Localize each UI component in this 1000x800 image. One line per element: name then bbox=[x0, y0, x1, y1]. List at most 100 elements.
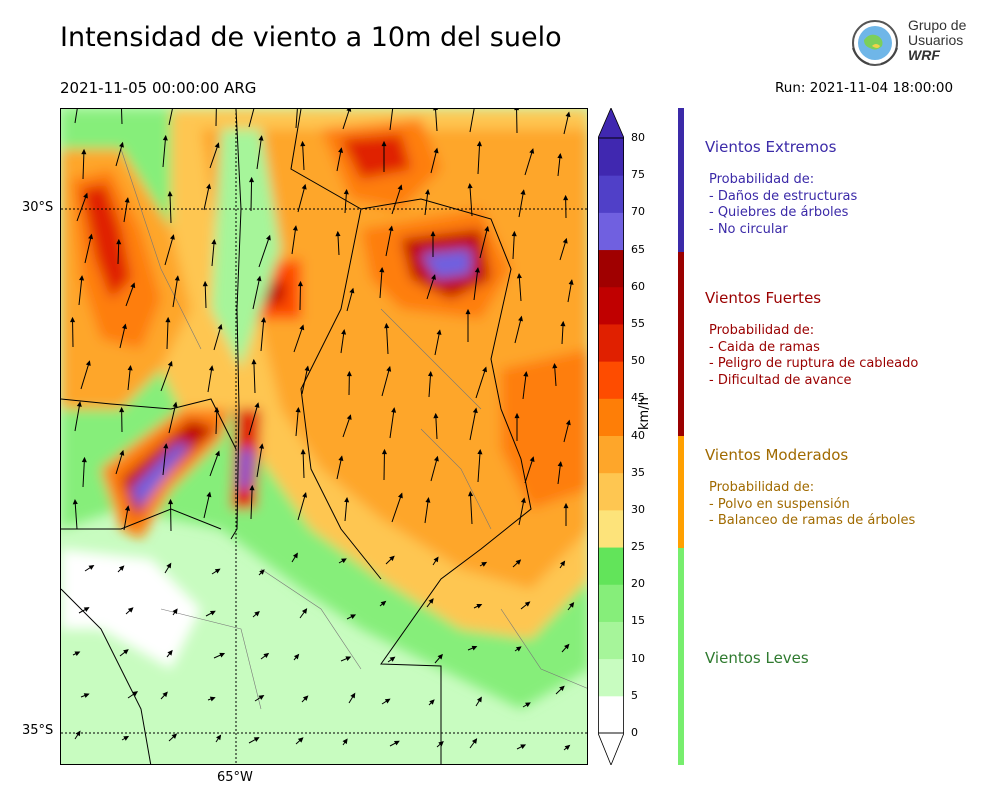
wind-arrow-head bbox=[474, 267, 480, 273]
wind-arrow-head bbox=[206, 183, 212, 190]
colorbar-segment bbox=[598, 584, 624, 622]
category-line: - Balanceo de ramas de árboles bbox=[709, 513, 916, 528]
wind-arrow-head bbox=[564, 744, 571, 751]
colorbar-tick-label: 50 bbox=[631, 354, 645, 368]
wind-arrow-head bbox=[345, 656, 352, 662]
colorbar-segment bbox=[598, 472, 624, 511]
wind-arrow-head bbox=[482, 366, 487, 373]
wind-arrow-head bbox=[433, 109, 439, 111]
wind-arrow-head bbox=[393, 740, 400, 746]
wind-field-map bbox=[61, 109, 587, 764]
wind-arrow-head bbox=[299, 324, 305, 331]
colorbar-tick-label: 35 bbox=[631, 465, 645, 479]
wind-arrow-head bbox=[259, 569, 265, 575]
wind-arrow-head bbox=[127, 364, 133, 371]
wind-arrow-head bbox=[476, 604, 483, 609]
wind-arrow-head bbox=[254, 402, 260, 408]
wind-arrow bbox=[248, 109, 255, 128]
wind-arrow-head bbox=[209, 610, 216, 616]
logo-line-3: WRF bbox=[908, 47, 940, 63]
wind-arrow-head bbox=[300, 140, 306, 147]
wind-arrow bbox=[120, 109, 123, 125]
wind-arrow bbox=[207, 366, 213, 393]
wind-arrow-head bbox=[429, 699, 435, 705]
wind-arrow bbox=[469, 491, 473, 525]
wind-arrow-head bbox=[380, 600, 387, 607]
wind-arrow-head bbox=[74, 651, 81, 657]
category-line: - Quiebres de árboles bbox=[709, 205, 849, 220]
wind-arrow-head bbox=[119, 449, 125, 456]
wind-arrow-head bbox=[123, 735, 130, 741]
category-line: - Caida de ramas bbox=[709, 339, 820, 355]
wind-arrow-head bbox=[467, 182, 473, 189]
wind-arrow bbox=[302, 449, 305, 479]
wind-arrow-head bbox=[249, 484, 255, 491]
wind-arrow bbox=[469, 109, 475, 133]
lat-label-35s: 35°S bbox=[22, 723, 54, 738]
wind-arrow-head bbox=[433, 556, 439, 563]
wind-arrow bbox=[383, 449, 385, 481]
colorbar-segment bbox=[598, 435, 624, 474]
wind-arrow bbox=[391, 185, 402, 215]
wind-arrow-head bbox=[563, 194, 569, 201]
wind-arrow-head bbox=[118, 565, 125, 571]
category-line: - No circular bbox=[709, 221, 788, 237]
wind-arrow bbox=[291, 226, 297, 255]
wind-arrow-head bbox=[168, 498, 174, 505]
wind-arrow-head bbox=[476, 696, 482, 703]
wind-arrow-head bbox=[437, 653, 443, 660]
colorbar-segment bbox=[598, 398, 624, 436]
wind-arrow-head bbox=[83, 607, 90, 612]
wind-arrow bbox=[301, 366, 309, 395]
wind-arrow-head bbox=[379, 266, 385, 273]
colorbar-segment bbox=[598, 249, 624, 288]
wind-arrow-head bbox=[343, 188, 349, 195]
colorbar-tick-label: 25 bbox=[631, 540, 645, 554]
wind-arrow-head bbox=[248, 176, 255, 183]
wind-arrow bbox=[213, 324, 222, 351]
wind-arrow-head bbox=[162, 134, 168, 141]
wind-arrow-head bbox=[341, 329, 347, 335]
wind-arrow-head bbox=[258, 694, 265, 700]
wind-arrow-head bbox=[214, 568, 221, 574]
wind-arrow-head bbox=[342, 738, 348, 745]
wind-arrow-head bbox=[167, 360, 173, 367]
wind-arrow bbox=[250, 177, 253, 212]
wind-arrow bbox=[434, 109, 438, 132]
wind-arrow bbox=[76, 193, 88, 222]
wind-arrow bbox=[80, 361, 90, 390]
colorbar-segment bbox=[598, 175, 624, 213]
wind-arrow bbox=[170, 499, 172, 532]
wind-arrow-head bbox=[384, 698, 391, 704]
wind-arrow bbox=[74, 500, 78, 530]
wind-arrow-head bbox=[216, 734, 222, 741]
wind-arrow bbox=[203, 184, 210, 211]
wind-arrow-head bbox=[389, 555, 395, 562]
wind-arrow-head bbox=[162, 691, 168, 698]
wind-arrow-head bbox=[436, 329, 442, 335]
wind-arrow-head bbox=[524, 601, 531, 607]
wind-arrow-head bbox=[167, 649, 173, 656]
wind-arrow bbox=[469, 408, 477, 441]
wind-arrow-head bbox=[386, 365, 392, 372]
wind-arrow-head bbox=[211, 238, 217, 245]
colorbar-segment bbox=[598, 547, 624, 585]
wind-arrow-head bbox=[428, 598, 434, 604]
wind-arrow bbox=[430, 456, 438, 482]
wind-arrow-head bbox=[83, 192, 88, 199]
wind-arrow-head bbox=[438, 741, 444, 747]
wind-arrow-head bbox=[338, 455, 344, 462]
wind-arrow-head bbox=[381, 448, 387, 455]
wind-arrow-head bbox=[515, 646, 522, 652]
wind-arrow-head bbox=[214, 406, 220, 413]
wind-arrow-head bbox=[253, 737, 260, 742]
wind-arrow bbox=[72, 317, 74, 348]
wind-arrow-head bbox=[88, 564, 95, 570]
wind-arrow-head bbox=[215, 450, 220, 457]
wind-arrow-head bbox=[562, 237, 568, 244]
category-line: Probabilidad de: bbox=[709, 480, 815, 495]
colorbar-tick-label: 60 bbox=[631, 279, 645, 293]
wind-arrow-head bbox=[349, 287, 355, 294]
category-bar-fuertes bbox=[678, 252, 684, 436]
wind-arrow-head bbox=[568, 279, 574, 285]
